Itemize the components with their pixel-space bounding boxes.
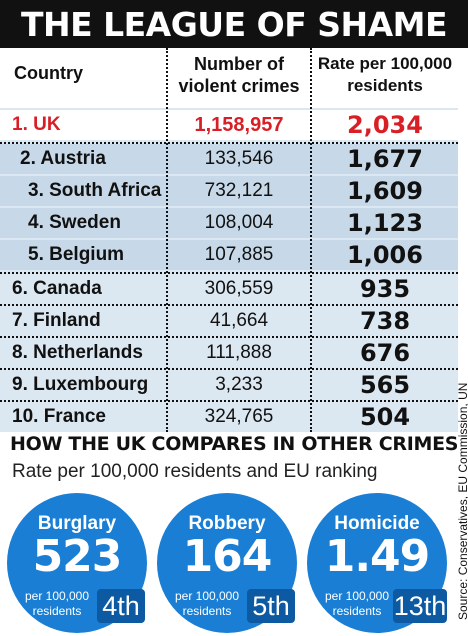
row-divider xyxy=(0,368,458,370)
crimes-cell: 324,765 xyxy=(204,406,274,427)
crime-unit: per 100,000 residents xyxy=(17,589,97,619)
crime-unit: per 100,000 residents xyxy=(167,589,247,619)
crimes-cell: 107,885 xyxy=(204,244,274,265)
eu-rank-badge: 13th xyxy=(393,589,447,623)
country-cell: 4. Sweden xyxy=(28,212,121,233)
eu-rank-badge: 5th xyxy=(247,589,295,623)
rate-cell: 1,677 xyxy=(347,145,423,173)
unit-line1: per 100,000 xyxy=(324,589,390,603)
country-cell: 6. Canada xyxy=(12,278,102,299)
table-row: 7. Finland 41,664 738 xyxy=(0,306,458,336)
rate-cell: 676 xyxy=(359,339,411,367)
country-cell: 10. France xyxy=(12,406,106,427)
league-table: Country Number of violent crimes Rate pe… xyxy=(0,48,458,432)
crime-name: Robbery xyxy=(188,513,266,534)
table-row: 3. South Africa 732,121 1,609 xyxy=(0,176,458,206)
row-divider xyxy=(0,400,458,402)
header-rate: Rate per 100,000 residents xyxy=(312,53,458,97)
country-cell: 9. Luxembourg xyxy=(12,374,149,395)
crime-rate-value: 1.49 xyxy=(324,531,431,582)
table-row: 8. Netherlands 111,888 676 xyxy=(0,338,458,368)
rate-cell: 1,123 xyxy=(347,209,423,237)
country-cell: 2. Austria xyxy=(20,148,106,169)
header-rate-line2: residents xyxy=(347,76,423,95)
crimes-cell: 732,121 xyxy=(204,180,274,201)
unit-line2: residents xyxy=(32,604,82,618)
rate-cell: 1,609 xyxy=(347,177,423,205)
rate-cell: 1,006 xyxy=(347,241,423,269)
row-divider xyxy=(0,304,458,306)
crime-unit: per 100,000 residents xyxy=(317,589,397,619)
comparison-title: HOW THE UK COMPARES IN OTHER CRIMES xyxy=(10,433,459,455)
row-divider xyxy=(0,336,458,338)
rate-cell: 935 xyxy=(359,275,411,303)
crimes-cell: 133,546 xyxy=(204,148,274,169)
page-title: THE LEAGUE OF SHAME xyxy=(0,0,468,48)
country-cell: 5. Belgium xyxy=(28,244,125,265)
row-divider xyxy=(0,272,458,274)
table-row: 10. France 324,765 504 xyxy=(0,402,458,432)
row-divider xyxy=(0,142,458,144)
header-rate-line1: Rate per 100,000 xyxy=(317,54,453,73)
rate-cell: 2,034 xyxy=(347,111,423,139)
burglary-circle: Burglary 523 per 100,000 residents 4th xyxy=(7,493,147,633)
country-cell: 1. UK xyxy=(12,114,61,135)
header-violent-crimes: Number of violent crimes xyxy=(170,53,308,97)
unit-line2: residents xyxy=(332,604,382,618)
table-row: 5. Belgium 107,885 1,006 xyxy=(0,240,458,270)
source-credit: Source: Conservatives, EU Commission, UN xyxy=(456,382,468,620)
rate-cell: 504 xyxy=(359,403,411,431)
crimes-cell: 41,664 xyxy=(209,310,269,331)
table-header: Country Number of violent crimes Rate pe… xyxy=(0,48,458,108)
unit-line1: per 100,000 xyxy=(174,589,240,603)
table-row: 2. Austria 133,546 1,677 xyxy=(0,144,458,174)
crime-name: Homicide xyxy=(334,513,420,534)
table-row: 9. Luxembourg 3,233 565 xyxy=(0,370,458,400)
crimes-cell: 306,559 xyxy=(204,278,274,299)
country-cell: 3. South Africa xyxy=(28,180,162,201)
crimes-cell: 111,888 xyxy=(206,342,272,363)
rate-cell: 738 xyxy=(359,307,411,335)
robbery-circle: Robbery 164 per 100,000 residents 5th xyxy=(157,493,297,633)
column-divider xyxy=(166,48,168,432)
crimes-cell: 108,004 xyxy=(204,212,274,233)
country-cell: 8. Netherlands xyxy=(12,342,143,363)
country-cell: 7. Finland xyxy=(12,310,101,331)
crime-rate-value: 523 xyxy=(32,531,123,582)
unit-line2: residents xyxy=(182,604,232,618)
rate-cell: 565 xyxy=(359,371,411,399)
header-crimes-line1: Number of xyxy=(194,54,284,74)
crimes-cell: 3,233 xyxy=(215,374,263,395)
unit-line1: per 100,000 xyxy=(24,589,90,603)
header-country: Country xyxy=(14,63,83,83)
eu-rank-badge: 4th xyxy=(97,589,145,623)
table-row: 4. Sweden 108,004 1,123 xyxy=(0,208,458,238)
crime-rate-value: 164 xyxy=(182,531,273,582)
table-row: 1. UK 1,158,957 2,034 xyxy=(0,110,458,140)
table-row: 6. Canada 306,559 935 xyxy=(0,274,458,304)
homicide-circle: Homicide 1.49 per 100,000 residents 13th xyxy=(307,493,447,633)
comparison-subtitle: Rate per 100,000 residents and EU rankin… xyxy=(12,461,378,482)
header-crimes-line2: violent crimes xyxy=(178,76,300,96)
crimes-cell: 1,158,957 xyxy=(194,114,284,136)
column-divider xyxy=(310,48,312,432)
crime-name: Burglary xyxy=(37,513,117,534)
